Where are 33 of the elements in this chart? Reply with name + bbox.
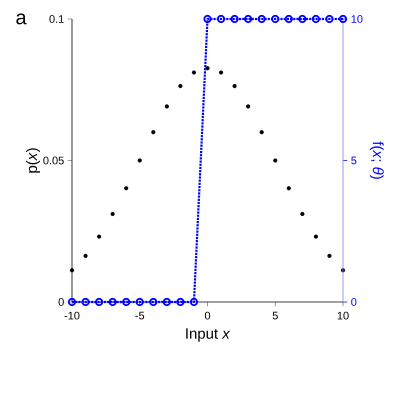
point [138, 158, 142, 163]
point [178, 84, 182, 88]
y-tick-label: 0 [58, 298, 64, 306]
point [70, 268, 74, 272]
y-tick-label: 0.05 [43, 156, 64, 164]
x-tick-label: 0 [204, 312, 210, 320]
y-tick-label: 0.1 [49, 15, 64, 23]
point [327, 254, 332, 258]
y2-tick-label: 0 [351, 298, 356, 306]
point [246, 104, 250, 109]
point [232, 84, 237, 88]
y2-tick-label: 5 [351, 156, 356, 164]
point [164, 104, 169, 109]
y2-tick-label: 10 [352, 15, 363, 23]
x-tick-label: 10 [338, 312, 349, 320]
x-axis-title: Input x [186, 328, 230, 342]
point [286, 186, 291, 190]
text: a [16, 14, 27, 24]
point [97, 234, 102, 239]
point [260, 130, 264, 134]
point [273, 158, 278, 163]
point [314, 234, 318, 239]
x-tick-label: 5 [272, 312, 278, 320]
x-tick-label: -10 [64, 312, 80, 320]
point [151, 130, 156, 134]
point [218, 70, 224, 75]
point [83, 254, 88, 258]
point [205, 66, 210, 70]
point [300, 212, 304, 216]
point [110, 212, 115, 216]
x-tick-label: -5 [135, 312, 144, 320]
point [192, 70, 196, 75]
point [124, 186, 128, 190]
